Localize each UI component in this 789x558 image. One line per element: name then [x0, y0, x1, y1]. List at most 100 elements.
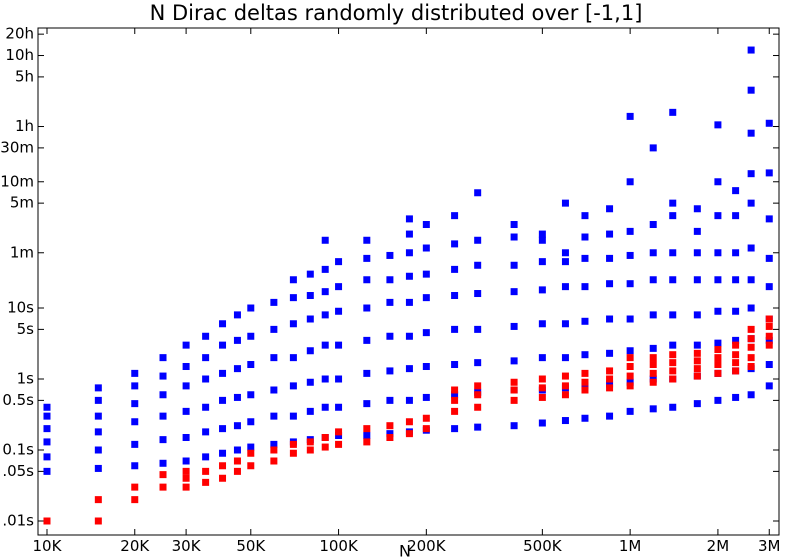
point: [159, 412, 167, 420]
point: [233, 311, 241, 319]
point: [714, 276, 722, 284]
point: [510, 233, 518, 241]
point: [247, 418, 255, 426]
point: [405, 365, 413, 373]
point: [561, 258, 569, 266]
point: [649, 311, 657, 319]
point: [451, 386, 459, 394]
y-tick-label: 10m: [0, 172, 34, 190]
point: [289, 382, 297, 390]
point: [335, 283, 343, 291]
point: [386, 276, 394, 284]
point: [693, 400, 701, 408]
point: [474, 189, 482, 197]
point: [159, 483, 167, 491]
x-tick-label: 3M: [758, 537, 781, 555]
point: [538, 258, 546, 266]
point: [451, 212, 459, 220]
point: [386, 332, 394, 340]
point: [131, 382, 139, 390]
point: [43, 425, 51, 433]
point: [335, 375, 343, 383]
point: [606, 349, 614, 357]
point: [626, 382, 634, 390]
point: [182, 407, 190, 415]
point: [649, 361, 657, 369]
point: [626, 407, 634, 415]
point: [747, 46, 755, 54]
point: [626, 112, 634, 120]
point: [693, 311, 701, 319]
point: [247, 391, 255, 399]
point: [747, 354, 755, 362]
point: [732, 393, 740, 401]
point: [386, 298, 394, 306]
point: [94, 446, 102, 454]
point: [131, 440, 139, 448]
point: [202, 332, 210, 340]
point: [747, 363, 755, 371]
point: [510, 261, 518, 269]
y-tick-label: 0.5s: [2, 391, 34, 409]
point: [561, 320, 569, 328]
point: [474, 261, 482, 269]
point: [538, 236, 546, 244]
point: [669, 108, 677, 116]
point: [306, 292, 314, 300]
point: [219, 474, 227, 482]
y-tick-label: 10h: [5, 46, 34, 64]
point: [219, 449, 227, 457]
point: [94, 517, 102, 525]
point: [732, 212, 740, 220]
point: [451, 425, 459, 433]
point: [451, 292, 459, 300]
point: [626, 280, 634, 288]
point: [669, 212, 677, 220]
point: [765, 332, 773, 340]
point: [306, 347, 314, 355]
point: [581, 351, 589, 359]
point: [363, 432, 371, 440]
point: [714, 307, 722, 315]
point: [626, 315, 634, 323]
point: [626, 354, 634, 362]
point: [321, 236, 329, 244]
point: [581, 382, 589, 390]
point: [94, 464, 102, 472]
point: [289, 294, 297, 302]
point: [538, 286, 546, 294]
y-tick-label: 1m: [10, 243, 34, 261]
point: [626, 251, 634, 259]
point: [405, 332, 413, 340]
point: [626, 372, 634, 380]
point: [422, 329, 430, 337]
point: [510, 288, 518, 296]
point: [202, 403, 210, 411]
point: [747, 304, 755, 312]
point: [765, 361, 773, 369]
x-tick-label: 200K: [407, 537, 447, 555]
point: [182, 433, 190, 441]
point: [606, 384, 614, 392]
point: [765, 322, 773, 330]
point: [669, 375, 677, 383]
point: [321, 433, 329, 441]
point: [159, 354, 167, 362]
point: [451, 391, 459, 399]
point: [335, 403, 343, 411]
point: [94, 428, 102, 436]
point: [538, 230, 546, 238]
point: [747, 244, 755, 252]
point: [649, 344, 657, 352]
point: [474, 236, 482, 244]
point: [335, 341, 343, 349]
point: [202, 478, 210, 486]
point: [765, 283, 773, 291]
point: [233, 336, 241, 344]
x-tick-label: 100K: [319, 537, 359, 555]
point: [606, 375, 614, 383]
point: [474, 391, 482, 399]
point: [714, 346, 722, 354]
point: [669, 367, 677, 375]
point: [626, 378, 634, 386]
